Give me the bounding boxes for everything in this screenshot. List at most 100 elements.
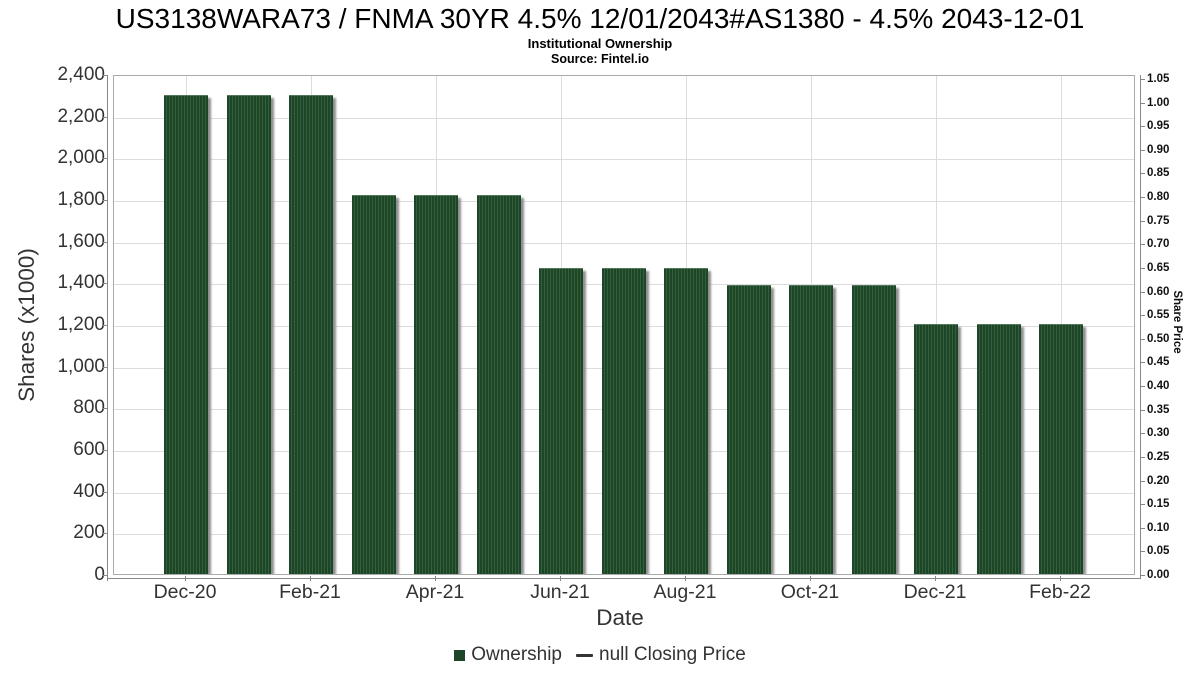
shares-tick-label: 1,600 bbox=[57, 230, 105, 252]
price-tick-mark bbox=[1141, 433, 1145, 435]
gridline-h bbox=[114, 201, 1134, 202]
price-tick-mark bbox=[1141, 102, 1145, 104]
price-tick-mark bbox=[1141, 527, 1145, 529]
left-axis-line bbox=[107, 75, 108, 581]
price-tick-mark bbox=[1141, 79, 1145, 80]
price-tick-label: 0.05 bbox=[1147, 545, 1170, 558]
shares-tick-label: 600 bbox=[73, 439, 105, 460]
x-tick-label: Oct-21 bbox=[780, 581, 840, 603]
price-tick-label: 0.30 bbox=[1147, 427, 1170, 440]
x-tick-label: Aug-21 bbox=[653, 581, 717, 603]
price-tick-label: 1.00 bbox=[1147, 96, 1170, 109]
price-tick-label: 0.00 bbox=[1147, 569, 1170, 581]
price-tick-label: 0.20 bbox=[1147, 474, 1170, 487]
price-tick-label: 0.45 bbox=[1147, 356, 1170, 369]
price-tick-label: 1.05 bbox=[1147, 73, 1170, 85]
price-tick-mark bbox=[1141, 267, 1145, 269]
price-tick-mark bbox=[1141, 386, 1145, 388]
shares-tick-label: 2,400 bbox=[57, 64, 105, 85]
price-tick-label: 0.75 bbox=[1147, 214, 1170, 227]
gridline-h bbox=[114, 117, 1134, 119]
right-axis-line bbox=[1140, 75, 1141, 578]
price-tick-label: 0.90 bbox=[1147, 143, 1170, 156]
ownership-bar[interactable] bbox=[476, 195, 521, 574]
price-tick-label: 0.15 bbox=[1147, 498, 1170, 511]
shares-tick-mark bbox=[102, 450, 107, 451]
price-tick-label: 0.60 bbox=[1147, 285, 1170, 298]
x-tick-label: Dec-20 bbox=[153, 581, 217, 603]
ownership-bar[interactable] bbox=[414, 195, 458, 574]
ownership-bar[interactable] bbox=[1039, 324, 1083, 574]
price-tick-label: 0.35 bbox=[1147, 403, 1170, 416]
shares-tick-label: 0 bbox=[94, 564, 105, 585]
right-axis-title: Share Price bbox=[1171, 290, 1183, 354]
ownership-bar[interactable] bbox=[164, 95, 208, 574]
plot-area bbox=[113, 75, 1135, 575]
price-tick-mark bbox=[1141, 480, 1145, 482]
x-axis-title: Date bbox=[596, 605, 644, 630]
shares-tick-label: 2,000 bbox=[57, 147, 105, 169]
price-tick-label: 0.80 bbox=[1147, 191, 1170, 204]
ownership-bar[interactable] bbox=[851, 285, 896, 574]
shares-tick-label: 1,000 bbox=[57, 355, 105, 377]
shares-tick-mark bbox=[102, 158, 107, 160]
ownership-bar[interactable] bbox=[726, 285, 771, 574]
chart-title: US3138WARA73 / FNMA 30YR 4.5% 12/01/2043… bbox=[115, 3, 1085, 34]
shares-tick-mark bbox=[102, 325, 107, 326]
gridline-h bbox=[114, 242, 1134, 244]
shares-tick-mark bbox=[102, 366, 107, 368]
shares-tick-mark bbox=[102, 491, 107, 493]
price-tick-mark bbox=[1141, 575, 1145, 576]
x-tick-label: Feb-22 bbox=[1029, 581, 1091, 603]
x-tick-label: Apr-21 bbox=[405, 581, 465, 603]
price-tick-label: 0.85 bbox=[1147, 167, 1170, 180]
ownership-bar[interactable] bbox=[789, 285, 833, 574]
ownership-bar[interactable] bbox=[539, 268, 583, 574]
price-tick-mark bbox=[1141, 315, 1145, 317]
ownership-bar[interactable] bbox=[914, 324, 958, 574]
shares-tick-mark bbox=[102, 116, 107, 118]
price-tick-label: 0.65 bbox=[1147, 261, 1170, 274]
closing-price-series-line-icon bbox=[576, 653, 594, 657]
price-tick-mark bbox=[1141, 244, 1145, 246]
shares-tick-mark bbox=[102, 533, 107, 535]
chart-subtitle: Institutional Ownership bbox=[527, 36, 673, 51]
ownership-bar[interactable] bbox=[976, 324, 1021, 574]
price-tick-mark bbox=[1141, 338, 1145, 340]
shares-tick-mark bbox=[102, 408, 107, 410]
x-tick-label: Feb-21 bbox=[279, 581, 341, 603]
shares-tick-mark bbox=[102, 283, 107, 285]
shares-tick-label: 400 bbox=[73, 480, 105, 502]
ownership-bar[interactable] bbox=[664, 268, 708, 574]
ownership-bar[interactable] bbox=[601, 268, 646, 574]
price-tick-mark bbox=[1141, 173, 1145, 175]
x-tick-label: Jun-21 bbox=[530, 581, 590, 603]
price-tick-mark bbox=[1141, 551, 1145, 553]
shares-tick-label: 800 bbox=[73, 397, 105, 419]
shares-tick-label: 1,200 bbox=[57, 314, 105, 335]
x-tick-label: Dec-21 bbox=[903, 581, 967, 603]
ownership-bar[interactable] bbox=[289, 95, 333, 574]
price-tick-mark bbox=[1141, 149, 1145, 151]
shares-tick-label: 1,400 bbox=[57, 272, 105, 294]
price-tick-mark bbox=[1141, 409, 1145, 411]
price-tick-mark bbox=[1141, 456, 1145, 458]
shares-tick-mark bbox=[102, 575, 107, 576]
legend-item-ownership[interactable]: Ownership bbox=[471, 644, 563, 665]
shares-tick-mark bbox=[102, 241, 107, 243]
ownership-bar[interactable] bbox=[226, 95, 271, 574]
price-tick-mark bbox=[1141, 220, 1145, 222]
price-tick-label: 0.55 bbox=[1147, 309, 1170, 322]
shares-tick-label: 2,200 bbox=[57, 105, 105, 127]
legend: Ownership null Closing Price bbox=[0, 644, 1200, 666]
ownership-bar[interactable] bbox=[351, 195, 396, 574]
bottom-axis-line bbox=[107, 578, 1141, 579]
gridline-h bbox=[114, 159, 1134, 161]
price-tick-label: 0.40 bbox=[1147, 380, 1170, 393]
shares-tick-label: 200 bbox=[73, 522, 105, 544]
price-tick-mark bbox=[1141, 291, 1145, 293]
price-tick-label: 0.25 bbox=[1147, 450, 1170, 463]
price-tick-label: 0.10 bbox=[1147, 521, 1170, 534]
legend-item-closing-price[interactable]: null Closing Price bbox=[599, 644, 746, 665]
